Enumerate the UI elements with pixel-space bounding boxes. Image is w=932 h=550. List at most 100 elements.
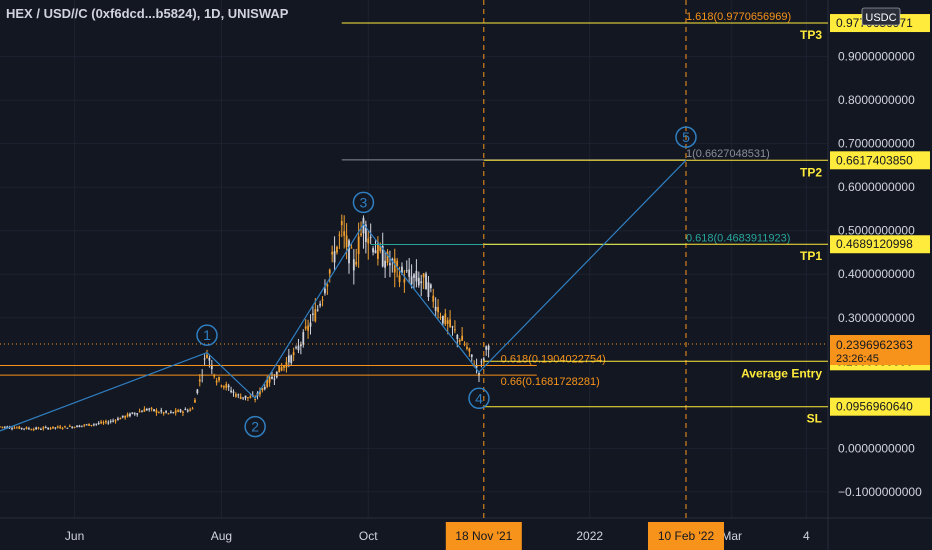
candle-body — [340, 220, 343, 226]
candle-body — [350, 247, 353, 249]
candle-body — [49, 428, 52, 430]
symbol-title[interactable]: HEX / USD//C (0xf6dcd...b5824), 1D, UNIS… — [6, 6, 289, 21]
candle-body — [129, 413, 131, 417]
fib-label: 1.618(0.9770656969) — [686, 11, 791, 23]
candle-body — [133, 413, 136, 415]
candle-body — [136, 413, 139, 415]
candle-body — [32, 428, 35, 430]
candle-body — [297, 345, 300, 351]
candle-body — [59, 426, 62, 429]
level-name-tp3: TP3 — [800, 28, 822, 42]
wave-label-1: 1 — [203, 327, 211, 343]
candle-body — [206, 354, 208, 359]
candle-body — [0, 426, 1, 428]
candle-body — [429, 284, 432, 289]
candle-body — [131, 412, 134, 414]
candle-body — [417, 277, 420, 286]
candle-body — [85, 424, 88, 426]
candle-body — [78, 425, 81, 428]
candle-body — [80, 425, 83, 427]
currency-badge — [861, 7, 901, 26]
candle-body — [52, 426, 54, 429]
candle-body — [143, 408, 146, 412]
candle-body — [44, 427, 47, 429]
candle-body — [230, 390, 232, 393]
candle-body — [444, 313, 447, 325]
candle-body — [321, 299, 324, 301]
candle-body — [432, 295, 435, 302]
candle-body — [283, 365, 285, 368]
candle-body — [268, 376, 271, 383]
candle-body — [355, 261, 358, 265]
candle-body — [30, 429, 33, 431]
candle-body — [198, 379, 201, 382]
candle-body — [302, 332, 305, 345]
candle-body — [37, 427, 40, 429]
candle-body — [324, 288, 326, 294]
candle-body — [369, 236, 372, 238]
candle-body — [165, 411, 167, 413]
candle-body — [307, 325, 309, 331]
candle-body — [117, 418, 119, 421]
candle-body — [109, 420, 112, 422]
candle-body — [18, 426, 21, 429]
candle-body — [196, 389, 199, 394]
candle-body — [234, 394, 237, 397]
candle-body — [237, 394, 240, 396]
fib-label: 0.66(0.1681728281) — [501, 376, 600, 388]
price-tick-label: −0.1000000000 — [838, 485, 922, 499]
level-price-label: 0.0956960640 — [836, 400, 913, 414]
current-price-label: 0.2396962363 — [836, 338, 913, 352]
candle-body — [162, 412, 165, 414]
candle-body — [20, 427, 23, 429]
candle-body — [208, 357, 211, 361]
candle-body — [393, 258, 396, 273]
candle-body — [88, 423, 90, 426]
candle-body — [376, 242, 379, 259]
wave-label-circle — [352, 191, 375, 214]
price-tick-label: 0.4000000000 — [838, 267, 915, 281]
candle-body — [367, 238, 370, 244]
candle-body — [278, 365, 281, 373]
candle-body — [312, 313, 314, 315]
candle-body — [155, 410, 158, 413]
candle-body — [179, 409, 182, 413]
candle-body — [23, 428, 25, 430]
candle-body — [261, 388, 264, 391]
candle-body — [227, 385, 230, 388]
candle-body — [100, 421, 102, 424]
candle-body — [220, 385, 223, 387]
candle-body — [413, 274, 415, 278]
candle-body — [107, 422, 110, 424]
candle-body — [112, 420, 115, 422]
candle-body — [381, 245, 384, 267]
candle-body — [396, 260, 399, 267]
price-tick-label: 0.8000000000 — [838, 93, 915, 107]
time-tick-label: Jun — [65, 529, 84, 543]
level-name-tp1: TP1 — [800, 249, 822, 263]
date-marker-label: 18 Nov '21 — [455, 529, 512, 543]
level-name-tp2: TP2 — [800, 165, 822, 179]
candle-body — [153, 409, 155, 412]
candle-body — [295, 347, 297, 349]
candle-body — [314, 309, 317, 322]
candle-body — [121, 415, 124, 418]
level-price-badge — [830, 235, 930, 254]
candle-body — [71, 426, 74, 428]
candle-body — [319, 303, 322, 306]
time-tick-label: 4 — [803, 529, 810, 543]
candle-body — [249, 396, 252, 399]
candle-body — [360, 233, 362, 236]
candle-body — [345, 235, 348, 248]
candle-body — [299, 344, 302, 347]
candle-body — [422, 273, 425, 278]
time-tick-label: 2022 — [576, 529, 603, 543]
time-tick-label: Oct — [359, 529, 378, 543]
candle-body — [119, 418, 122, 420]
candle-body — [1, 426, 4, 428]
candle-body — [61, 428, 64, 430]
candle-body — [145, 409, 148, 411]
candle-body — [475, 365, 478, 368]
